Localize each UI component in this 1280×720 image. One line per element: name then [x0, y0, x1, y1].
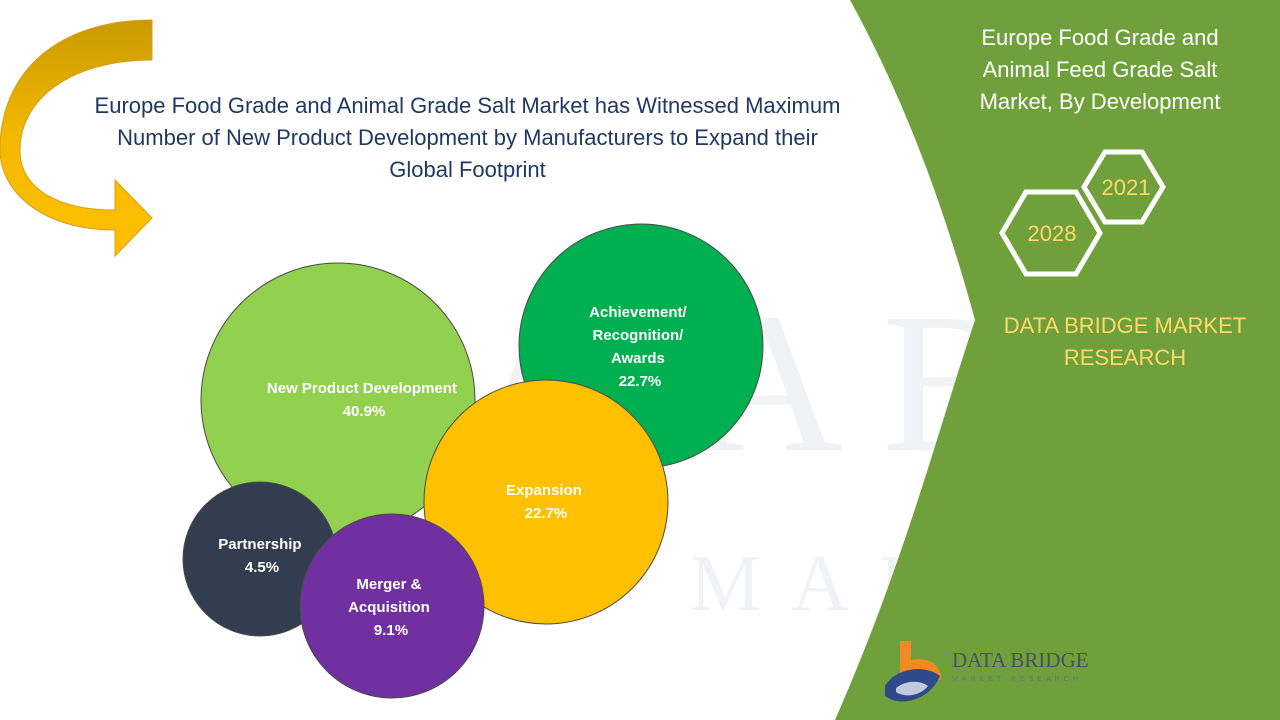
brand-text: DATA BRIDGE MARKET RESEARCH — [985, 310, 1265, 374]
label-achievement-recognition-awards: Achievement/ Recognition/ Awards 22.7% — [589, 304, 691, 390]
label-line: Awards — [611, 350, 665, 367]
logo-name: DATA BRIDGE — [952, 648, 1089, 672]
panel-title-line-1: Europe Food Grade and — [981, 25, 1219, 50]
brand-text-line-1: DATA BRIDGE MARKET — [1003, 313, 1247, 338]
label-line: Achievement/ — [589, 304, 687, 321]
year-2028: 2028 — [1028, 221, 1077, 246]
headline-line-2: Number of New Product Development by Man… — [117, 125, 818, 150]
brand-text-line-2: RESEARCH — [1063, 345, 1187, 370]
label-partnership: Partnership 4.5% — [218, 536, 306, 576]
label-line: Partnership — [218, 536, 301, 553]
panel-title: Europe Food Grade and Animal Feed Grade … — [950, 22, 1250, 118]
hexagon-2021-icon — [1081, 149, 1166, 225]
logo-subtitle: MARKET RESEARCH — [952, 676, 1082, 683]
curved-arrow-icon — [0, 19, 153, 258]
label-line: Expansion — [506, 482, 582, 499]
value-partnership: 4.5% — [245, 559, 279, 576]
bubble-expansion — [423, 379, 669, 625]
label-merger-acquisition: Merger & Acquisition 9.1% — [348, 576, 434, 639]
label-line: New Product Development — [267, 380, 457, 397]
bubble-chart: New Product Development 40.9% Achievemen… — [182, 223, 764, 699]
label-new-product-development: New Product Development 40.9% — [267, 380, 461, 420]
bubble-merger-acquisition — [299, 513, 485, 699]
value-new-product-development: 40.9% — [343, 403, 386, 420]
value-achievement-recognition-awards: 22.7% — [619, 373, 662, 390]
headline: Europe Food Grade and Animal Grade Salt … — [40, 90, 895, 186]
panel-title-line-2: Animal Feed Grade Salt — [982, 57, 1218, 82]
label-line: Merger & — [356, 576, 421, 593]
value-merger-acquisition: 9.1% — [374, 622, 408, 639]
hexagon-2028-icon — [999, 189, 1103, 277]
headline-line-3: Global Footprint — [389, 157, 546, 182]
data-bridge-logo-icon — [885, 641, 942, 702]
panel-title-line-3: Market, By Development — [979, 89, 1221, 114]
label-line: Recognition/ — [593, 327, 685, 344]
label-line: Acquisition — [348, 599, 430, 616]
value-expansion: 22.7% — [525, 505, 568, 522]
label-expansion: Expansion 22.7% — [506, 482, 586, 522]
green-side-panel — [835, 0, 1280, 720]
year-2021: 2021 — [1102, 175, 1151, 200]
headline-line-1: Europe Food Grade and Animal Grade Salt … — [94, 93, 841, 118]
